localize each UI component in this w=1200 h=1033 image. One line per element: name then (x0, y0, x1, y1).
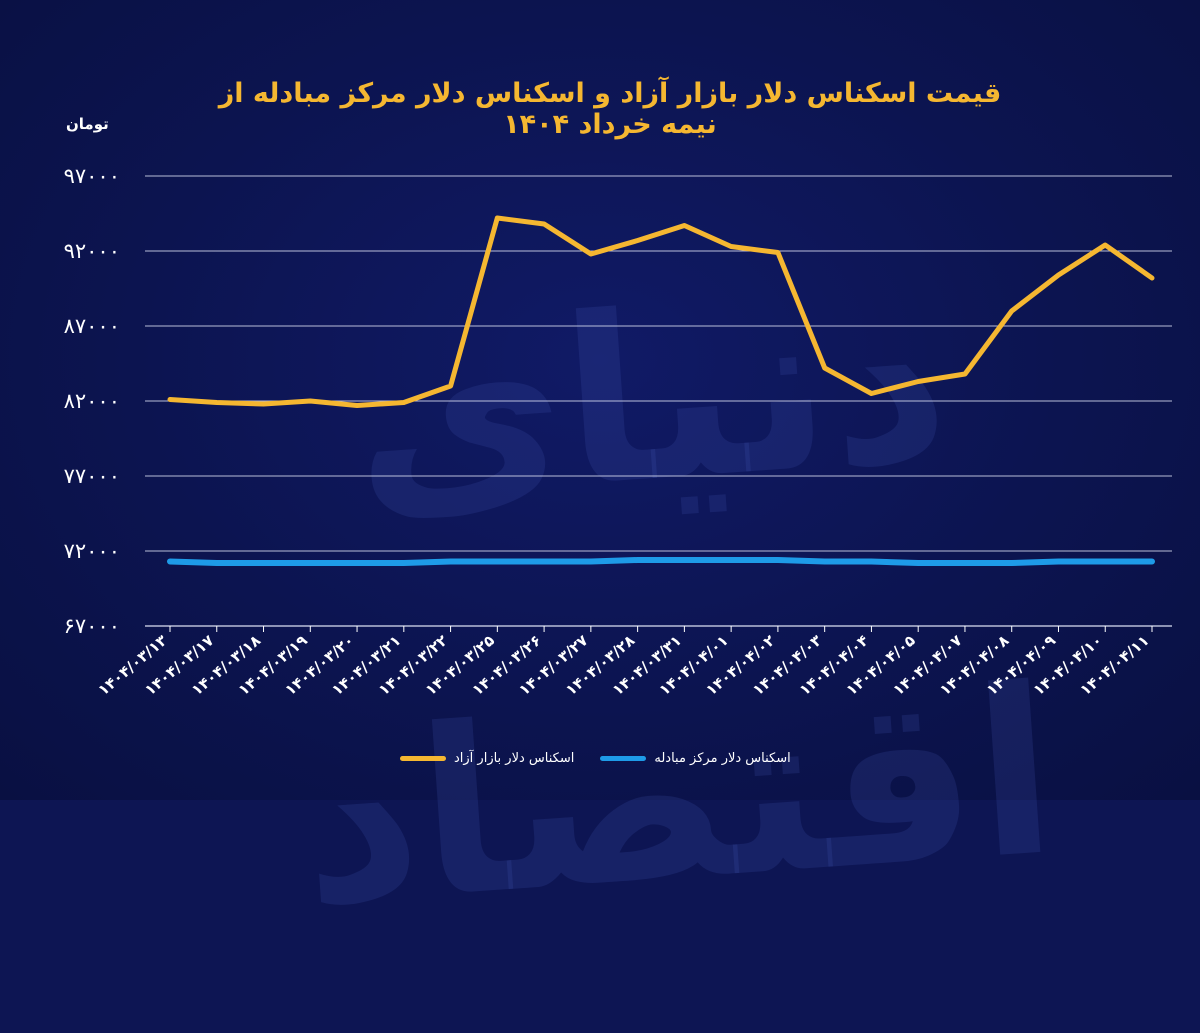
y-tick-label: ۷۲۰۰۰ (64, 539, 120, 563)
line-chart: ۹۷۰۰۰۹۲۰۰۰۸۷۰۰۰۸۲۰۰۰۷۷۰۰۰۷۲۰۰۰۶۷۰۰۰۱۴۰۴/… (0, 0, 1200, 800)
series-line-free-market (170, 218, 1152, 406)
legend-item-exchange-center: اسکناس دلار مرکز مبادله (600, 751, 790, 766)
y-tick-label: ۶۷۰۰۰ (64, 614, 120, 638)
series-line-exchange-center (170, 560, 1152, 563)
y-tick-label: ۸۷۰۰۰ (64, 314, 120, 338)
chart-legend: اسکناس دلار بازار آزاد اسکناس دلار مرکز … (400, 745, 810, 771)
y-tick-label: ۹۷۰۰۰ (64, 164, 120, 188)
y-tick-label: ۷۷۰۰۰ (64, 464, 120, 488)
legend-label-free-market: اسکناس دلار بازار آزاد (454, 751, 574, 766)
y-tick-label: ۸۲۰۰۰ (64, 389, 120, 413)
legend-label-exchange-center: اسکناس دلار مرکز مبادله (654, 751, 790, 766)
legend-swatch-free-market (400, 756, 446, 761)
legend-item-free-market: اسکناس دلار بازار آزاد (400, 751, 574, 766)
y-tick-label: ۹۲۰۰۰ (64, 239, 120, 263)
legend-swatch-exchange-center (600, 756, 646, 761)
